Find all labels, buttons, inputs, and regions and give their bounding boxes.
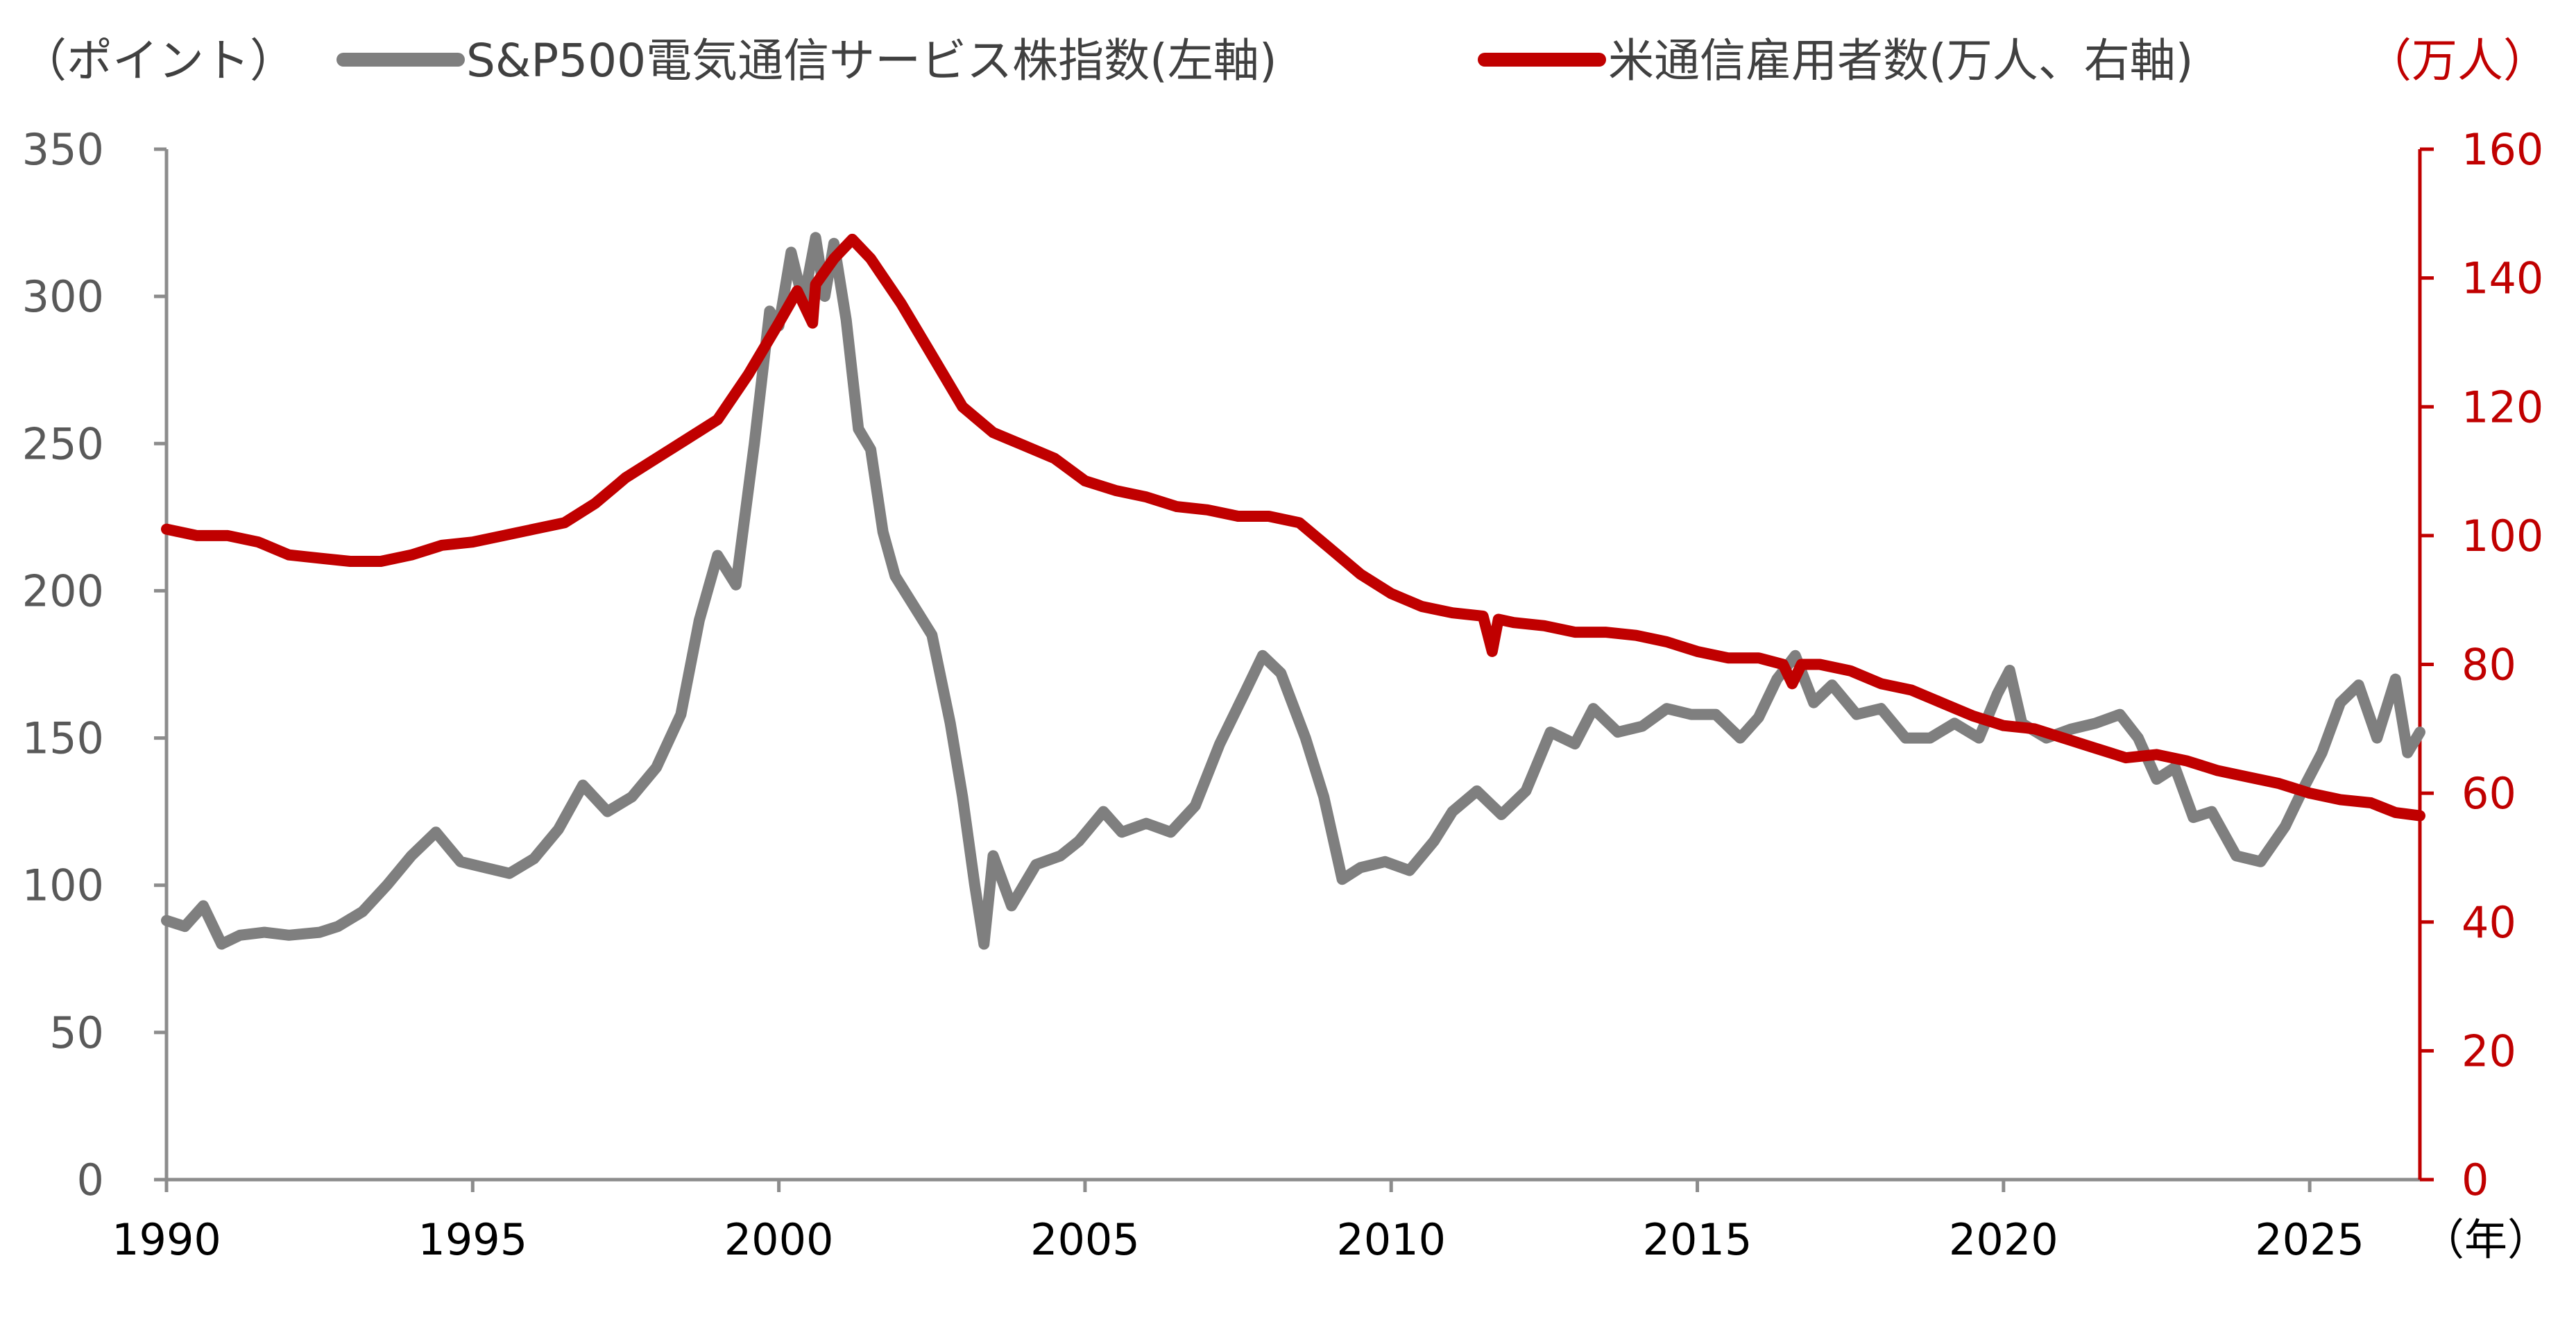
left-tick-label: 250 — [22, 418, 104, 469]
left-tick-label: 0 — [77, 1155, 104, 1205]
axes — [164, 149, 2422, 1182]
legend-label-telecom-index: S&P500電気通信サービス株指数(左軸) — [466, 34, 1277, 87]
x-tick-label: 2000 — [724, 1214, 834, 1265]
right-tick-label: 60 — [2462, 768, 2516, 819]
left-tick-label: 200 — [22, 566, 104, 616]
right-tick-label: 120 — [2462, 382, 2543, 432]
x-tick-label: 1995 — [418, 1214, 527, 1265]
left-tick-label: 100 — [22, 860, 104, 911]
x-tick-label: 2015 — [1643, 1214, 1752, 1265]
x-tick-label: 2005 — [1030, 1214, 1140, 1265]
right-tick-label: 20 — [2462, 1026, 2516, 1076]
x-axis-ticks: 1990 1995 2000 2005 2010 2015 2020 2025 — [112, 1180, 2364, 1265]
left-tick-label: 350 — [22, 124, 104, 175]
left-axis-unit: （ポイント） — [21, 34, 296, 87]
series-line-telecom-employment — [161, 233, 2425, 822]
left-tick-label: 150 — [22, 713, 104, 764]
right-tick-label: 160 — [2462, 124, 2543, 175]
left-tick-label: 300 — [22, 271, 104, 322]
right-tick-label: 80 — [2462, 640, 2516, 690]
x-tick-label: 2025 — [2255, 1214, 2364, 1265]
left-tick-label: 50 — [49, 1008, 104, 1058]
right-axis-ticks: 0 20 40 60 80 100 120 140 160 — [2420, 124, 2543, 1205]
x-tick-label: 2020 — [1949, 1214, 2058, 1265]
series-line-telecom-index — [161, 232, 2425, 950]
x-tick-label: 2010 — [1336, 1214, 1446, 1265]
right-tick-label: 100 — [2462, 511, 2543, 561]
legend-label-telecom-employment: 米通信雇用者数(万人、右軸) — [1608, 34, 2194, 87]
right-axis-unit: （万人） — [2366, 34, 2549, 87]
x-tick-label: 1990 — [112, 1214, 221, 1265]
left-axis-ticks: 0 50 100 150 200 250 300 350 — [22, 124, 167, 1205]
right-tick-label: 0 — [2462, 1155, 2489, 1205]
right-tick-label: 40 — [2462, 897, 2516, 948]
right-tick-label: 140 — [2462, 253, 2543, 304]
x-axis-unit: （年） — [2421, 1214, 2550, 1265]
